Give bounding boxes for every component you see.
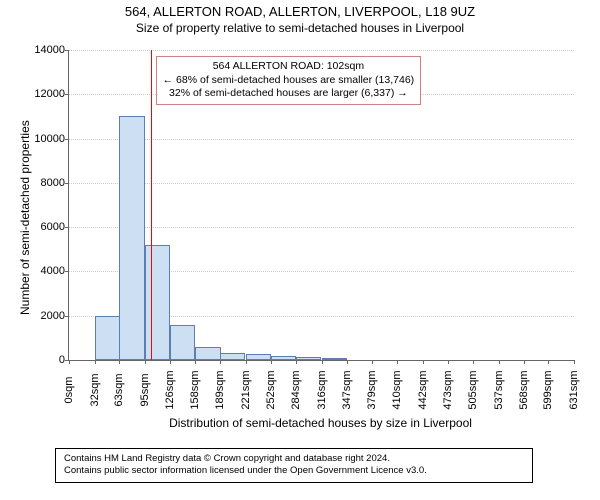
- reference-line: [151, 50, 152, 360]
- x-tick-label: 32sqm: [89, 373, 101, 406]
- annotation-line3: 32% of semi-detached houses are larger (…: [163, 87, 415, 101]
- x-tick-label: 316sqm: [316, 370, 328, 409]
- y-tick-label: 10000: [34, 133, 69, 145]
- x-tick-mark: [271, 360, 272, 364]
- histogram-bar: [246, 354, 271, 360]
- x-tick-label: 599sqm: [542, 370, 554, 409]
- grid-line: [69, 139, 574, 140]
- grid-line: [69, 183, 574, 184]
- histogram-bar: [220, 353, 245, 360]
- x-tick-label: 0sqm: [63, 377, 75, 404]
- x-tick-mark: [524, 360, 525, 364]
- y-axis-label: Number of semi-detached properties: [18, 120, 32, 315]
- annotation-box: 564 ALLERTON ROAD: 102sqm ← 68% of semi-…: [156, 56, 422, 105]
- histogram-bar: [322, 358, 347, 360]
- chart-title-line1: 564, ALLERTON ROAD, ALLERTON, LIVERPOOL,…: [0, 0, 600, 21]
- x-tick-mark: [69, 360, 70, 364]
- x-tick-mark: [397, 360, 398, 364]
- histogram-bar: [95, 316, 120, 360]
- chart-title-line2: Size of property relative to semi-detach…: [0, 21, 600, 35]
- x-tick-label: 95sqm: [139, 373, 151, 406]
- annotation-line1: 564 ALLERTON ROAD: 102sqm: [163, 60, 415, 74]
- x-tick-mark: [448, 360, 449, 364]
- x-tick-mark: [145, 360, 146, 364]
- x-tick-label: 473sqm: [442, 370, 454, 409]
- x-tick-label: 505sqm: [467, 370, 479, 409]
- y-tick-label: 6000: [41, 221, 69, 233]
- x-tick-label: 63sqm: [113, 373, 125, 406]
- x-tick-mark: [322, 360, 323, 364]
- x-tick-label: 284sqm: [290, 370, 302, 409]
- x-tick-mark: [296, 360, 297, 364]
- histogram-bar: [170, 325, 195, 360]
- x-tick-label: 537sqm: [493, 370, 505, 409]
- annotation-line2: ← 68% of semi-detached houses are smalle…: [163, 74, 415, 88]
- x-tick-label: 126sqm: [164, 370, 176, 409]
- x-tick-label: 221sqm: [240, 370, 252, 409]
- x-tick-label: 410sqm: [391, 370, 403, 409]
- x-tick-mark: [372, 360, 373, 364]
- x-tick-mark: [347, 360, 348, 364]
- x-tick-mark: [574, 360, 575, 364]
- grid-line: [69, 227, 574, 228]
- footer-box: Contains HM Land Registry data © Crown c…: [55, 448, 533, 483]
- x-tick-mark: [170, 360, 171, 364]
- histogram-bar: [195, 347, 220, 360]
- y-tick-label: 14000: [34, 44, 69, 56]
- x-axis-label: Distribution of semi-detached houses by …: [68, 416, 573, 430]
- histogram-bar: [145, 245, 170, 360]
- x-tick-label: 189sqm: [214, 370, 226, 409]
- x-tick-label: 158sqm: [189, 370, 201, 409]
- x-tick-label: 347sqm: [341, 370, 353, 409]
- x-tick-mark: [473, 360, 474, 364]
- x-tick-label: 442sqm: [417, 370, 429, 409]
- x-tick-label: 631sqm: [568, 370, 580, 409]
- x-tick-mark: [95, 360, 96, 364]
- grid-line: [69, 50, 574, 51]
- x-tick-mark: [423, 360, 424, 364]
- x-tick-label: 568sqm: [518, 370, 530, 409]
- x-tick-mark: [195, 360, 196, 364]
- histogram-bar: [296, 357, 321, 360]
- y-tick-label: 2000: [41, 310, 69, 322]
- footer-line1: Contains HM Land Registry data © Crown c…: [64, 453, 524, 465]
- y-tick-label: 4000: [41, 265, 69, 277]
- x-tick-mark: [499, 360, 500, 364]
- x-tick-mark: [246, 360, 247, 364]
- chart-container: { "chart": { "type": "histogram", "title…: [0, 0, 600, 500]
- y-tick-label: 12000: [34, 88, 69, 100]
- x-tick-mark: [119, 360, 120, 364]
- y-tick-label: 8000: [41, 177, 69, 189]
- x-tick-mark: [548, 360, 549, 364]
- x-tick-label: 252sqm: [265, 370, 277, 409]
- footer-line2: Contains public sector information licen…: [64, 465, 524, 477]
- x-tick-mark: [220, 360, 221, 364]
- x-tick-label: 379sqm: [366, 370, 378, 409]
- histogram-bar: [271, 356, 296, 360]
- y-tick-label: 0: [59, 354, 69, 366]
- histogram-bar: [119, 116, 144, 360]
